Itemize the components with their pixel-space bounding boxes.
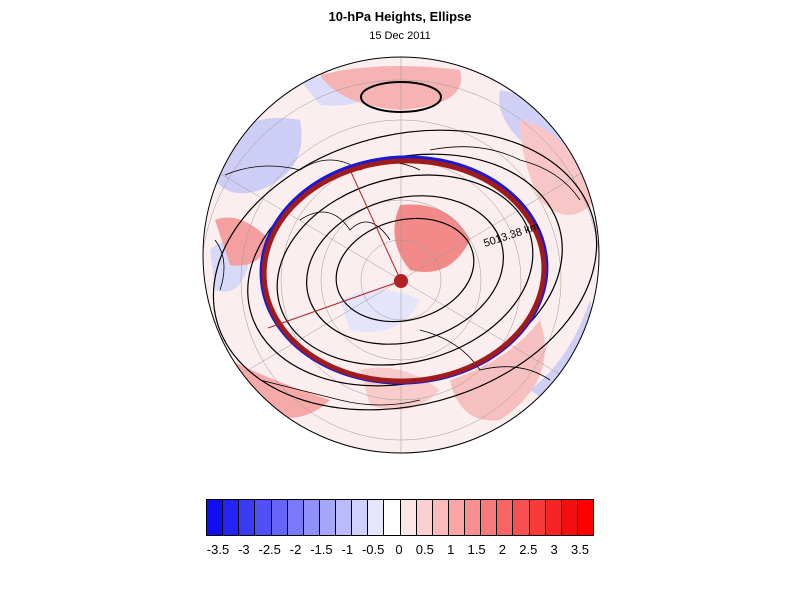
- colorbar-tick-label: 0: [395, 542, 403, 557]
- map-subtitle: 15 Dec 2011: [369, 30, 431, 42]
- colorbar-swatch: [352, 500, 369, 535]
- colorbar-swatch: [239, 500, 256, 535]
- map-boundary: [202, 56, 600, 454]
- colorbar-tick-label: 1.5: [467, 542, 486, 557]
- colorbar-swatch: [303, 500, 320, 535]
- major-axis-line: [350, 171, 402, 282]
- colorbar-tick-label: 2.5: [519, 542, 538, 557]
- colorbar-tick-label: 0.5: [415, 542, 434, 557]
- colorbar-tick-label: -0.5: [361, 542, 385, 557]
- colorbar-swatch: [481, 500, 498, 535]
- colorbar: [206, 499, 594, 536]
- map-title: 10-hPa Heights, Ellipse: [328, 9, 472, 24]
- colorbar-swatch: [561, 500, 578, 535]
- polar-map: 5013.38 km: [202, 56, 600, 454]
- colorbar-swatch: [416, 500, 433, 535]
- colorbar-swatch: [319, 500, 336, 535]
- colorbar-swatch: [207, 500, 224, 535]
- colorbar-swatch: [336, 500, 353, 535]
- colorbar-swatch: [223, 500, 240, 535]
- colorbar-swatch: [577, 500, 593, 535]
- colorbar-tick-label: 3: [550, 542, 558, 557]
- colorbar-tick-label: -1.5: [310, 542, 333, 557]
- colorbar-swatch: [545, 500, 562, 535]
- colorbar-tick-label: 1: [447, 542, 455, 557]
- colorbar-tick-label: -2: [289, 542, 302, 557]
- ellipse-center-marker: [394, 274, 408, 288]
- colorbar-swatch: [271, 500, 288, 535]
- colorbar-tick-label: -3.5: [206, 542, 230, 557]
- colorbar-swatch: [497, 500, 514, 535]
- colorbar-tick-label: -3: [238, 542, 250, 557]
- minor-axis-line: [267, 280, 402, 329]
- colorbar-swatch: [448, 500, 465, 535]
- colorbar-tick-label: -2.5: [258, 542, 281, 557]
- colorbar-swatch: [287, 500, 304, 535]
- colorbar-tick-label: 2: [498, 542, 507, 557]
- colorbar-swatch: [368, 500, 385, 535]
- fitted-ellipse-inner: [261, 158, 547, 384]
- colorbar-labels: -3.5 -3 -2.5 -2 -1.5 -1 -0.5 0 0.5 1 1.5 2 2.5 3 3.5: [0, 542, 800, 562]
- graticule: [203, 57, 599, 453]
- colorbar-tick-label: 3.5: [570, 542, 590, 557]
- colorbar-swatch: [465, 500, 482, 535]
- colorbar-swatch: [384, 500, 401, 535]
- coastlines: [214, 146, 581, 406]
- colorbar-swatch: [255, 500, 272, 535]
- colorbar-swatch: [529, 500, 546, 535]
- colorbar-tick-label: -1: [341, 542, 354, 557]
- colorbar-swatch: [513, 500, 530, 535]
- colorbar-swatch: [400, 500, 417, 535]
- colorbar-swatch: [432, 500, 449, 535]
